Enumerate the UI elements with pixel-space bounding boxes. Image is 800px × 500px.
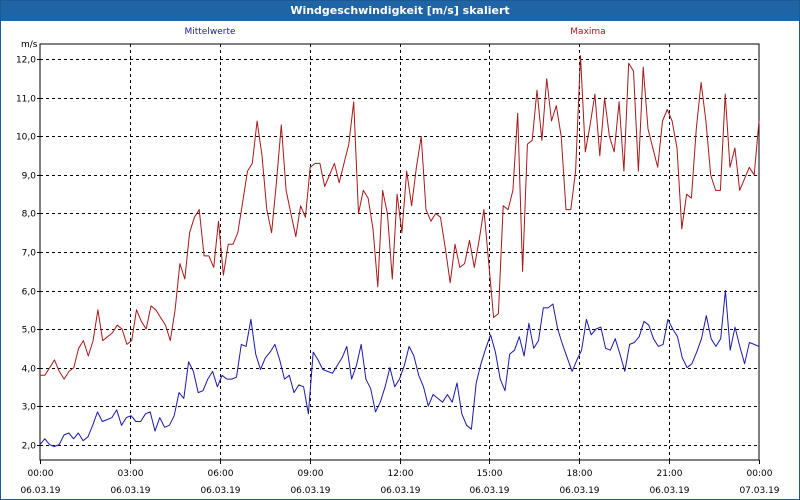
x-tick-date-label: 06.03.19: [110, 486, 150, 496]
x-axis: 00:00 06.03.19 03:00 06.03.19 06:00 06.03.19 0…: [20, 460, 780, 496]
y-tick-label: 6,0: [22, 288, 37, 298]
x-tick-date-label: 06.03.19: [290, 486, 330, 496]
x-tick-time-label: 09:00: [298, 469, 324, 479]
x-tick-time-label: 21:00: [657, 469, 683, 479]
x-tick-time-label: 18:00: [567, 469, 593, 479]
y-tick-label: 12,0: [16, 56, 36, 66]
x-tick-time-label: 06:00: [208, 469, 234, 479]
y-tick-label: 10,0: [16, 133, 36, 143]
x-tick-date-label: 06.03.19: [469, 486, 509, 496]
plot-area-border: [39, 43, 760, 461]
y-tick-label: 8,0: [22, 210, 37, 220]
series-lines: [39, 55, 760, 447]
y-axis: 2,0 3,0 4,0 5,0 6,0 7,0 8,0 9,0 10,0 11,0 12,0: [16, 56, 40, 452]
window-title: Windgeschwindigkeit [m/s] skaliert: [1, 1, 799, 21]
x-tick-time-label: 03:00: [118, 469, 144, 479]
legend-maxima: Maxima: [570, 27, 605, 37]
y-tick-label: 11,0: [16, 95, 36, 105]
y-tick-label: 3,0: [22, 403, 37, 413]
y-axis-label: m/s: [21, 40, 38, 50]
x-tick-date-label: 06.03.19: [559, 486, 599, 496]
series-line-mittelwerte: [39, 290, 760, 447]
x-tick-time-label: 00:00: [747, 469, 773, 479]
x-tick-time-label: 00:00: [28, 469, 54, 479]
x-tick-time-label: 15:00: [477, 469, 503, 479]
x-tick-date-label: 06.03.19: [380, 486, 420, 496]
y-tick-label: 9,0: [22, 172, 37, 182]
y-tick-label: 4,0: [22, 365, 37, 375]
y-tick-label: 2,0: [22, 442, 37, 452]
legend-mittelwerte: Mittelwerte: [184, 27, 235, 37]
x-tick-time-label: 12:00: [388, 469, 414, 479]
x-tick-date-label: 06.03.19: [200, 486, 240, 496]
x-tick-date-label: 06.03.19: [649, 486, 689, 496]
series-line-maxima: [40, 55, 760, 380]
y-tick-label: 5,0: [22, 326, 37, 336]
grid-lines: [40, 44, 759, 460]
x-tick-date-label: 07.03.19: [739, 486, 779, 496]
x-tick-date-label: 06.03.19: [20, 486, 60, 496]
y-tick-label: 7,0: [22, 249, 37, 259]
